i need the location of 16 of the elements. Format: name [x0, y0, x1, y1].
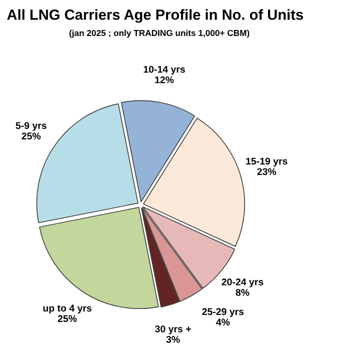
- slice-label: up to 4 yrs: [43, 304, 92, 314]
- chart-subtitle: (jan 2025 ; only TRADING units 1,000+ CBM): [69, 30, 250, 38]
- slice-label: 10-14 yrs: [144, 66, 185, 75]
- slice-label: 20-24 yrs: [222, 278, 264, 288]
- data-label: 25%: [58, 315, 77, 322]
- slice-label: 5-9 yrs: [16, 122, 46, 131]
- data-label: 8%: [236, 288, 250, 296]
- slice-label: 25-29 yrs: [202, 308, 244, 317]
- slice-label: 15-19 yrs: [246, 158, 288, 167]
- data-label: 12%: [155, 76, 174, 84]
- data-label: 25%: [22, 132, 41, 140]
- data-label: 4%: [216, 318, 230, 326]
- slice-label: 30 yrs +: [155, 326, 191, 334]
- data-label: 23%: [257, 168, 276, 176]
- data-label: 3%: [166, 336, 180, 343]
- chart-title: All LNG Carriers Age Profile in No. of Units: [7, 9, 304, 23]
